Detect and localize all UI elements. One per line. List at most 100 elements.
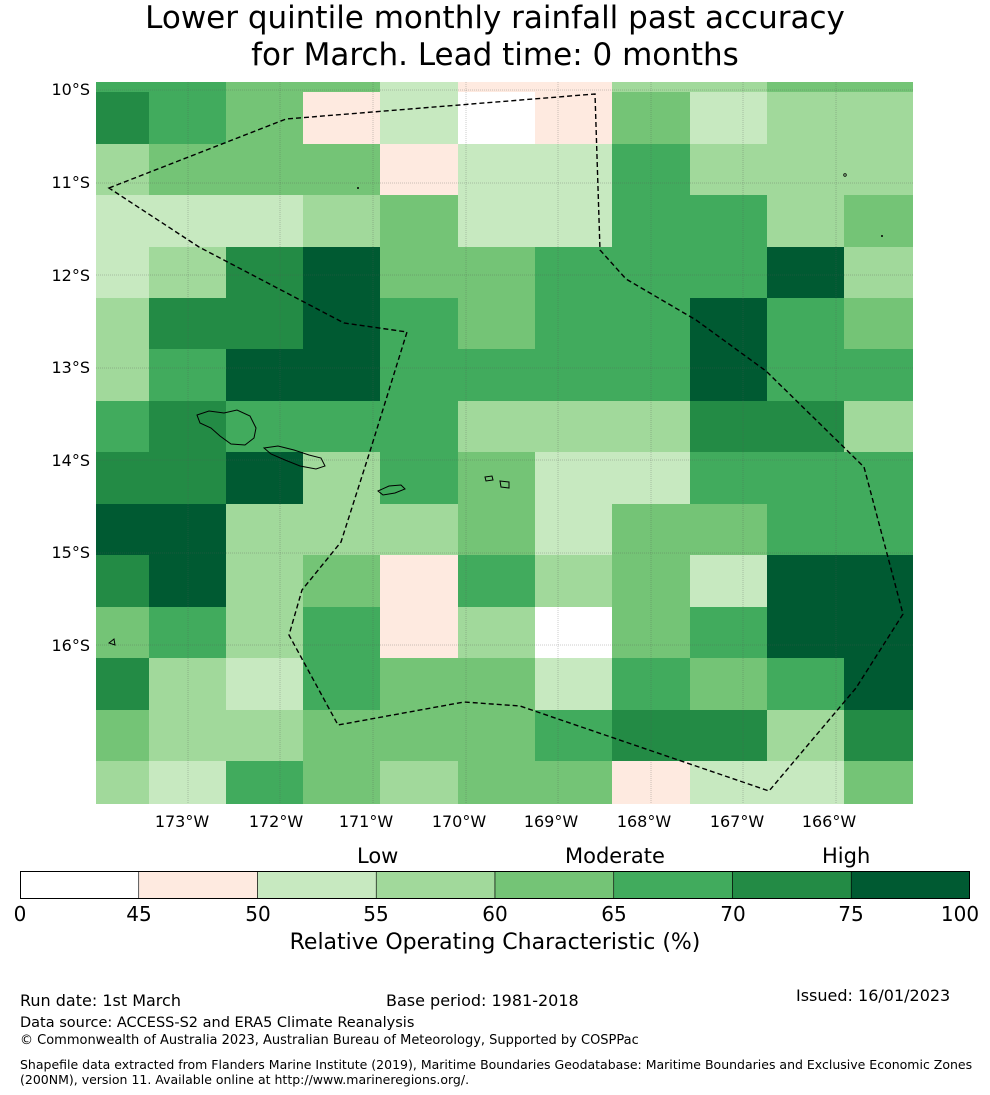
grid-cell xyxy=(458,607,536,659)
shapefile-credit-2: (200NM), version 11. Available online at… xyxy=(20,1072,470,1087)
grid-cell xyxy=(380,401,459,453)
grid-cell xyxy=(767,298,845,350)
grid-cell xyxy=(458,401,536,453)
grid-cell xyxy=(690,658,768,711)
grid-cell xyxy=(226,607,304,659)
grid-cell xyxy=(380,298,459,350)
grid-cell xyxy=(303,144,381,196)
grid-cell xyxy=(380,607,459,659)
grid-cell xyxy=(226,710,304,762)
grid-cell xyxy=(226,555,304,608)
eez-boundary xyxy=(107,93,904,792)
grid-cell xyxy=(226,82,304,93)
grid-cell xyxy=(690,92,768,145)
grid-cell xyxy=(844,504,913,556)
grid-cell xyxy=(303,92,381,145)
grid-cell xyxy=(149,144,227,196)
grid-cell xyxy=(303,761,381,804)
grid-cell xyxy=(458,710,536,762)
lon-label-168w: 168°W xyxy=(616,812,672,831)
grid-cell xyxy=(380,195,459,248)
grid-cell xyxy=(96,761,150,804)
colorbar-tick-50: 50 xyxy=(245,902,271,926)
island-savaii xyxy=(196,409,257,446)
grid-cell xyxy=(458,504,536,556)
grid-cell xyxy=(767,710,845,762)
grid-cell xyxy=(690,247,768,299)
grid-cell xyxy=(844,195,913,248)
grid-cell xyxy=(380,452,459,505)
grid-cell xyxy=(380,144,459,196)
grid-cell xyxy=(226,504,304,556)
colorbar-title: Relative Operating Characteristic (%) xyxy=(289,930,701,955)
lon-label-171w: 171°W xyxy=(338,812,394,831)
grid-cell xyxy=(96,504,150,556)
map-area xyxy=(96,82,913,804)
grid-cell xyxy=(380,349,459,402)
colorbar-tick-60: 60 xyxy=(482,902,508,926)
grid-cell xyxy=(535,349,613,402)
grid-cell xyxy=(767,144,845,196)
grid-cell xyxy=(458,555,536,608)
map-title: Lower quintile monthly rainfall past acc… xyxy=(0,0,990,74)
grid-cell xyxy=(380,504,459,556)
grid-cell xyxy=(844,92,913,145)
grid-cell xyxy=(844,349,913,402)
islet-1 xyxy=(357,187,359,189)
grid-cell xyxy=(535,247,613,299)
grid-cell xyxy=(303,504,381,556)
grid-cell xyxy=(96,247,150,299)
grid-cell xyxy=(767,92,845,145)
grid-cell xyxy=(96,92,150,145)
colorbar-segment xyxy=(138,871,258,899)
grid-cell xyxy=(767,247,845,299)
grid-cell xyxy=(303,658,381,711)
grid-cell xyxy=(767,82,845,93)
grid-cell xyxy=(535,92,613,145)
grid-cell xyxy=(380,555,459,608)
grid-cell xyxy=(96,607,150,659)
islet-2 xyxy=(843,173,847,177)
colorbar xyxy=(20,871,970,899)
grid-cell xyxy=(844,401,913,453)
grid-cell xyxy=(535,710,613,762)
grid-cell xyxy=(303,195,381,248)
grid-cell xyxy=(844,555,913,608)
grid-cell xyxy=(535,452,613,505)
grid-cell xyxy=(535,144,613,196)
grid-cell xyxy=(380,82,459,93)
colorbar-tick-45: 45 xyxy=(126,902,152,926)
island-ofu xyxy=(484,475,494,482)
grid-cell xyxy=(612,504,691,556)
island-west xyxy=(107,638,116,646)
shapefile-credit-1: Shapefile data extracted from Flanders M… xyxy=(20,1057,973,1072)
grid-cell xyxy=(458,195,536,248)
grid-cell xyxy=(690,452,768,505)
island-tau xyxy=(499,480,510,489)
grid-cell xyxy=(767,452,845,505)
grid-cell xyxy=(535,504,613,556)
legend-category-high: High xyxy=(822,844,871,868)
lon-label-166w: 166°W xyxy=(801,812,857,831)
grid-cell xyxy=(844,710,913,762)
grid-cell xyxy=(458,452,536,505)
grid-cell xyxy=(226,195,304,248)
colorbar-segment xyxy=(732,871,852,899)
grid-cell xyxy=(535,658,613,711)
grid-cell xyxy=(226,401,304,453)
grid-cell xyxy=(96,710,150,762)
title-line-2: for March. Lead time: 0 months xyxy=(251,37,739,73)
grid-cell xyxy=(96,658,150,711)
grid-cell xyxy=(226,298,304,350)
grid-cell xyxy=(458,247,536,299)
grid-cell xyxy=(226,761,304,804)
grid-cell xyxy=(149,710,227,762)
grid-cell xyxy=(690,298,768,350)
grid-cell xyxy=(767,607,845,659)
grid-cell xyxy=(303,247,381,299)
grid-cell xyxy=(226,452,304,505)
grid-cell xyxy=(767,761,845,804)
colorbar-segment xyxy=(257,871,377,899)
grid-cell xyxy=(96,82,150,93)
grid-cell xyxy=(690,761,768,804)
